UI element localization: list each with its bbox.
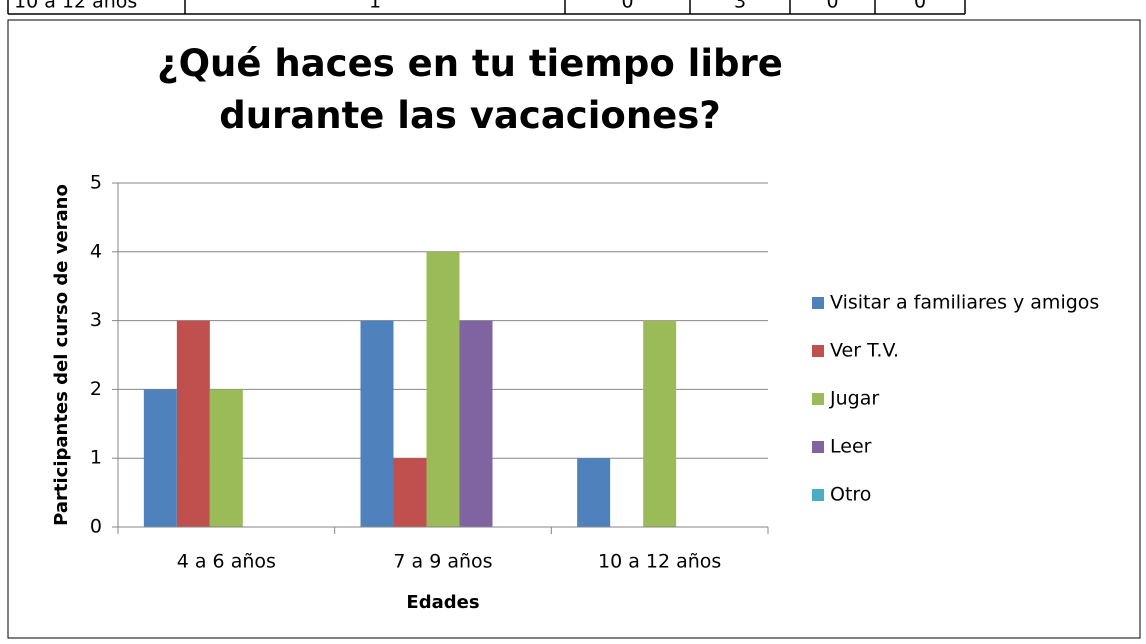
- bar: [143, 389, 177, 527]
- table-cell: 0: [826, 0, 838, 13]
- table-cell: 1: [369, 0, 381, 13]
- legend-label: Jugar: [829, 388, 879, 410]
- chart-frame: [7, 19, 1141, 639]
- bar: [393, 458, 427, 527]
- chart-title: ¿Qué haces en tu tiempo libre durante la…: [157, 42, 783, 137]
- y-tick-label: 5: [90, 172, 102, 194]
- x-tick-label: 10 a 12 años: [598, 551, 721, 573]
- legend-label: Leer: [830, 436, 872, 458]
- y-tick-label: 1: [90, 447, 102, 469]
- legend-swatch: [812, 345, 824, 357]
- bar: [360, 320, 394, 527]
- legend-label: Otro: [830, 484, 871, 506]
- legend-swatch: [812, 489, 824, 501]
- table-cell: 0: [914, 0, 926, 13]
- legend-swatch: [812, 297, 824, 309]
- table-cell: 10 a 12 años: [14, 0, 137, 13]
- legend-label: Ver T.V.: [830, 340, 899, 362]
- table-cell: 0: [621, 0, 633, 13]
- y-axis-label: Participantes del curso de verano: [51, 184, 72, 526]
- table: [7, 0, 966, 15]
- legend-swatch: [812, 441, 824, 453]
- legend-swatch: [812, 393, 824, 405]
- bar: [176, 320, 210, 527]
- y-tick-label: 2: [90, 378, 102, 400]
- y-tick-label: 4: [90, 240, 102, 262]
- bar: [643, 320, 677, 527]
- bar: [577, 458, 611, 527]
- x-tick-label: 4 a 6 años: [177, 551, 276, 573]
- bar: [209, 389, 243, 527]
- y-tick-label: 0: [90, 516, 102, 538]
- y-tick-label: 3: [90, 309, 102, 331]
- x-axis-label: Edades: [406, 592, 479, 613]
- table-cell: 3: [734, 0, 746, 13]
- bar: [459, 320, 493, 527]
- bar: [426, 251, 460, 528]
- legend-label: Visitar a familiares y amigos: [830, 292, 1099, 314]
- x-tick-label: 7 a 9 años: [393, 551, 492, 573]
